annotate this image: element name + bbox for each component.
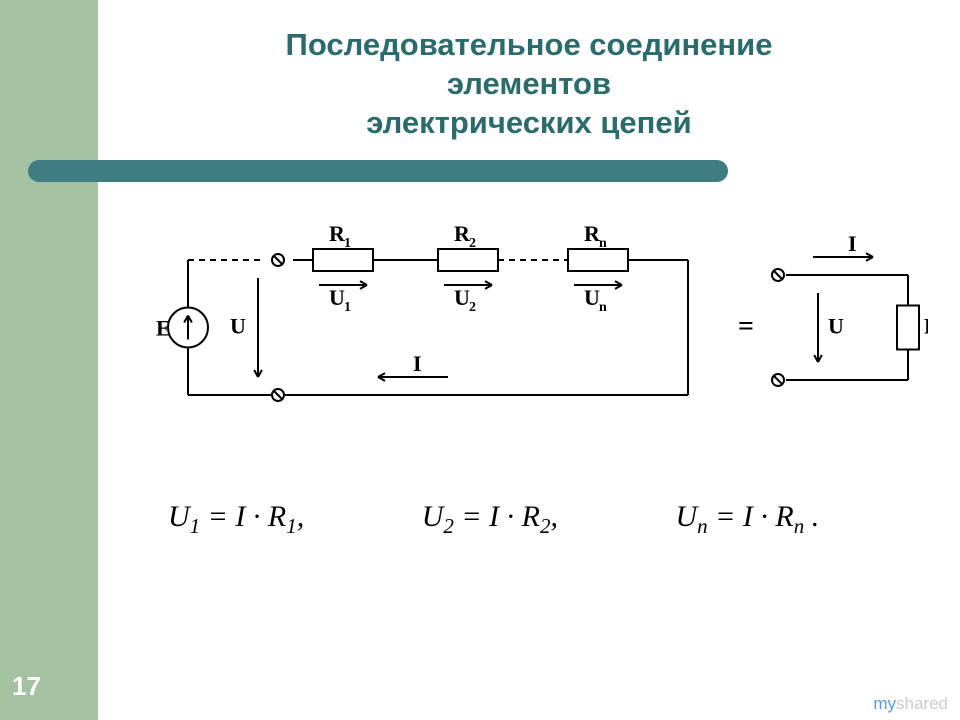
equals-sign: = <box>738 311 754 342</box>
svg-text:I: I <box>848 231 857 256</box>
formula-u1: U1 = I · R1, <box>168 500 304 539</box>
formulas-row: U1 = I · R1, U2 = I · R2, Un = I · Rn . <box>168 500 948 539</box>
slide-number: 17 <box>12 671 41 702</box>
svg-text:1: 1 <box>344 236 351 251</box>
svg-text:n: n <box>599 236 607 251</box>
title-line-1: Последовательное соединение <box>286 27 773 62</box>
title-line-3: электрических цепей <box>366 105 691 140</box>
svg-text:R: R <box>924 314 928 339</box>
svg-text:n: n <box>599 300 607 315</box>
slide-title: Последовательное соединение элементов эл… <box>98 26 960 142</box>
watermark-prefix: my <box>873 694 896 713</box>
svg-text:E: E <box>156 316 171 341</box>
circuit-diagram: EIUR1U1R2U2RnUn = IRэU <box>148 220 928 440</box>
svg-text:I: I <box>413 351 422 376</box>
formula-un: Un = I · Rn . <box>676 500 820 539</box>
left-sidebar <box>0 0 98 720</box>
title-line-2: элементов <box>447 66 611 101</box>
svg-text:2: 2 <box>469 300 476 315</box>
watermark: myshared <box>873 694 948 714</box>
svg-text:2: 2 <box>469 236 476 251</box>
svg-text:U: U <box>584 285 600 310</box>
svg-text:U: U <box>828 314 844 339</box>
svg-text:U: U <box>230 314 246 339</box>
watermark-suffix: shared <box>896 694 948 713</box>
svg-text:U: U <box>329 285 345 310</box>
svg-text:1: 1 <box>344 300 351 315</box>
decorative-bar <box>28 160 728 182</box>
content-area: Последовательное соединение элементов эл… <box>98 0 960 720</box>
svg-text:U: U <box>454 285 470 310</box>
slide: Последовательное соединение элементов эл… <box>0 0 960 720</box>
formula-u2: U2 = I · R2, <box>422 500 558 539</box>
